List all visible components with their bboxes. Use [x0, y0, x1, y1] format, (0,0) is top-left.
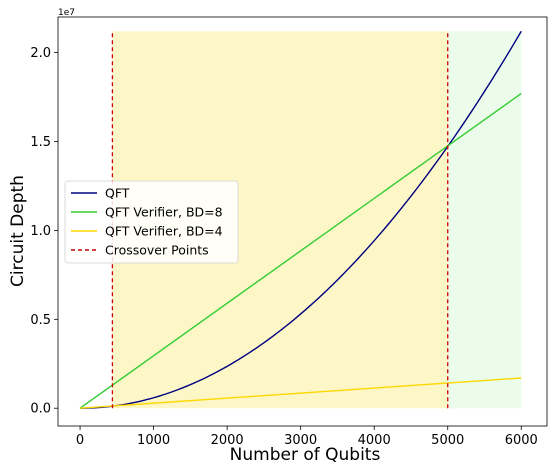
- series-line-3: [80, 377, 522, 409]
- legend-label-4: Crossover Points: [105, 243, 209, 258]
- x-tick-label: 0: [76, 433, 84, 448]
- x-tick-label: 5000: [431, 433, 464, 448]
- x-tick-label: 3000: [284, 433, 317, 448]
- y-tick-label: 0.0: [30, 402, 51, 417]
- x-axis-ticks: 0 1000 2000 3000 4000 5000 6000: [76, 426, 538, 448]
- legend-label-2: QFT Verifier, BD=8: [105, 205, 223, 220]
- series-lines: [79, 30, 522, 409]
- y-axis-ticks: 0.0 0.5 1.0 1.5 2.0: [30, 46, 58, 417]
- shaded-region-2: [447, 31, 522, 409]
- legend-label-1: QFT: [105, 186, 130, 201]
- x-axis-label: Number of Qubits: [230, 445, 381, 465]
- y-tick-label: 1.0: [30, 224, 51, 239]
- x-tick-label: 6000: [505, 433, 538, 448]
- x-tick-label: 4000: [358, 433, 391, 448]
- y-tick-label: 1.5: [30, 135, 51, 150]
- y-scale-label: 1e7: [58, 8, 75, 18]
- y-tick-label: 0.5: [30, 313, 51, 328]
- legend-box: [64, 180, 239, 264]
- x-tick-label: 2000: [211, 433, 244, 448]
- x-tick-label: 1000: [137, 433, 170, 448]
- legend: QFT QFT Verifier, BD=8 QFT Verifier, BD=4 C…: [64, 180, 239, 264]
- y-tick-label: 2.0: [30, 46, 51, 61]
- y-axis-label: Circuit Depth: [8, 175, 28, 287]
- plot-frame: [57, 16, 548, 427]
- legend-label-3: QFT Verifier, BD=4: [105, 224, 223, 239]
